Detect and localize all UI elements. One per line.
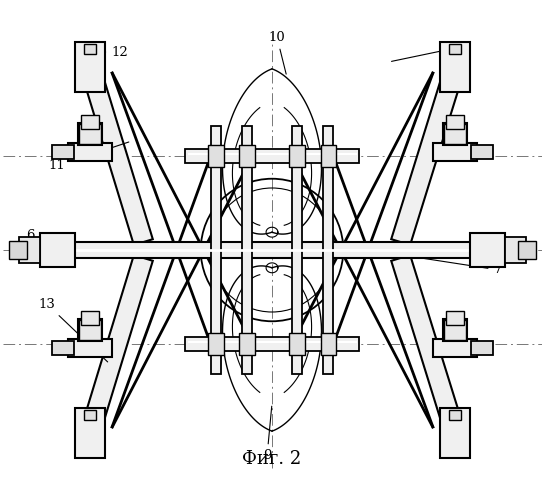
Bar bbox=[324, 126, 334, 374]
Bar bbox=[239, 145, 255, 167]
Bar bbox=[470, 232, 505, 268]
Text: 9: 9 bbox=[263, 406, 272, 462]
Bar bbox=[444, 320, 466, 340]
Text: 13: 13 bbox=[39, 298, 108, 362]
Polygon shape bbox=[81, 64, 153, 245]
Bar bbox=[433, 339, 477, 357]
Bar bbox=[210, 126, 221, 374]
Text: 11: 11 bbox=[49, 142, 129, 172]
Text: Фиг. 2: Фиг. 2 bbox=[243, 450, 301, 468]
Text: 10: 10 bbox=[269, 30, 286, 74]
Bar bbox=[433, 143, 477, 161]
Text: 12: 12 bbox=[105, 46, 128, 59]
Text: 19: 19 bbox=[391, 40, 469, 62]
Bar bbox=[446, 116, 464, 129]
Bar bbox=[239, 333, 255, 355]
Bar bbox=[444, 124, 466, 144]
Bar bbox=[208, 333, 223, 355]
Bar bbox=[292, 126, 302, 374]
Bar bbox=[505, 237, 526, 263]
Text: 6: 6 bbox=[26, 228, 89, 244]
Bar bbox=[446, 312, 464, 325]
Polygon shape bbox=[391, 255, 464, 436]
Bar bbox=[68, 143, 112, 161]
Polygon shape bbox=[81, 255, 153, 436]
Bar bbox=[518, 241, 536, 259]
Bar bbox=[208, 145, 223, 167]
Bar bbox=[40, 232, 75, 268]
Bar bbox=[471, 341, 493, 355]
Bar bbox=[440, 42, 470, 92]
Bar bbox=[79, 320, 101, 340]
Bar bbox=[443, 124, 467, 145]
Bar bbox=[320, 333, 336, 355]
Bar bbox=[84, 410, 96, 420]
Bar bbox=[75, 408, 105, 458]
Bar bbox=[9, 241, 27, 259]
Bar bbox=[289, 145, 305, 167]
Bar bbox=[40, 242, 504, 258]
Polygon shape bbox=[391, 64, 464, 245]
Bar bbox=[320, 145, 336, 167]
Bar bbox=[185, 337, 359, 351]
Bar bbox=[79, 124, 101, 144]
Bar bbox=[52, 341, 74, 355]
Bar bbox=[75, 42, 105, 92]
Bar bbox=[84, 44, 96, 54]
Bar bbox=[440, 408, 470, 458]
Text: 7: 7 bbox=[372, 250, 502, 276]
Bar bbox=[68, 339, 112, 357]
Bar bbox=[81, 116, 99, 129]
Bar bbox=[449, 410, 461, 420]
Bar bbox=[443, 320, 467, 341]
Bar bbox=[289, 333, 305, 355]
Bar bbox=[449, 44, 461, 54]
Bar bbox=[52, 145, 74, 159]
Bar bbox=[78, 124, 102, 145]
Bar bbox=[243, 126, 252, 374]
Bar bbox=[81, 312, 99, 325]
Bar bbox=[471, 145, 493, 159]
Bar bbox=[185, 149, 359, 163]
Bar bbox=[78, 320, 102, 341]
Bar bbox=[19, 237, 40, 263]
